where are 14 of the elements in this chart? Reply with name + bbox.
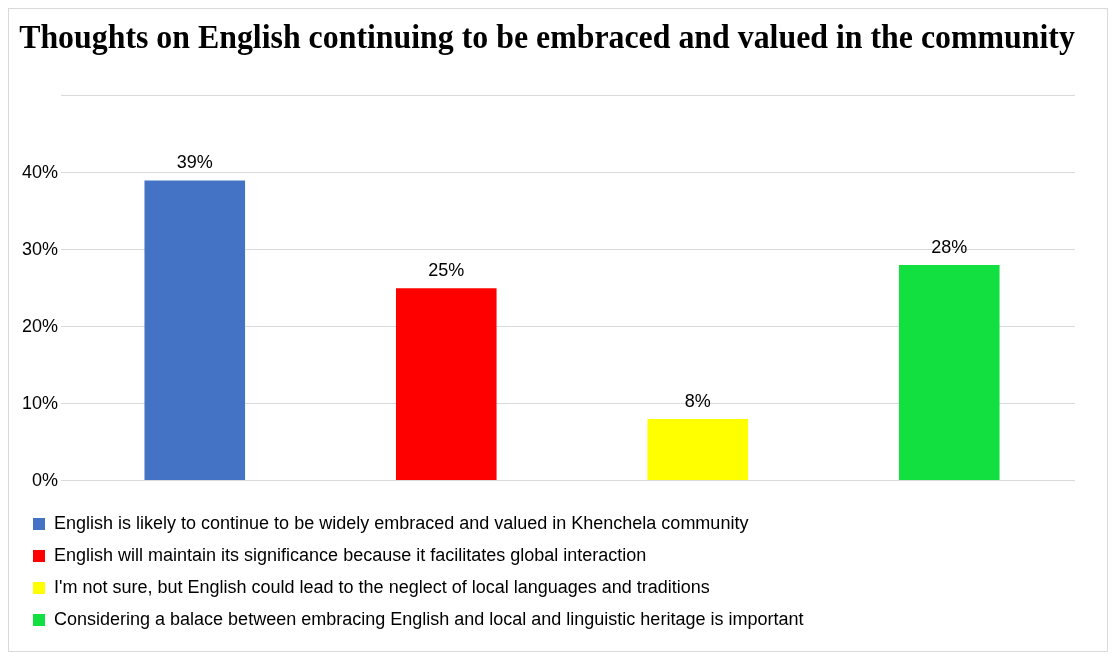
legend-label: I'm not sure, but English could lead to the neglect of local languages and traditions (54, 576, 710, 597)
legend-label: English is likely to continue to be widely embraced and valued in Khenchela community (54, 512, 749, 533)
legend-label: English will maintain its significance because it facilitates global interaction (54, 544, 647, 565)
y-tick-label: 20% (22, 315, 59, 336)
y-tick-label: 30% (22, 238, 59, 259)
data-label: 39% (176, 152, 213, 173)
chart-title: Thoughts on English continuing to be embraced and valued in the community (19, 18, 1076, 56)
y-tick-label: 10% (22, 392, 59, 413)
y-tick-label: 0% (32, 469, 59, 490)
data-label: 25% (428, 260, 465, 281)
y-tick-label: 40% (22, 161, 59, 182)
legend-label: Considering a balace between embracing English and local and linguistic heritage is important (54, 608, 804, 629)
data-label: 28% (931, 237, 968, 258)
data-label: 8% (684, 391, 711, 411)
